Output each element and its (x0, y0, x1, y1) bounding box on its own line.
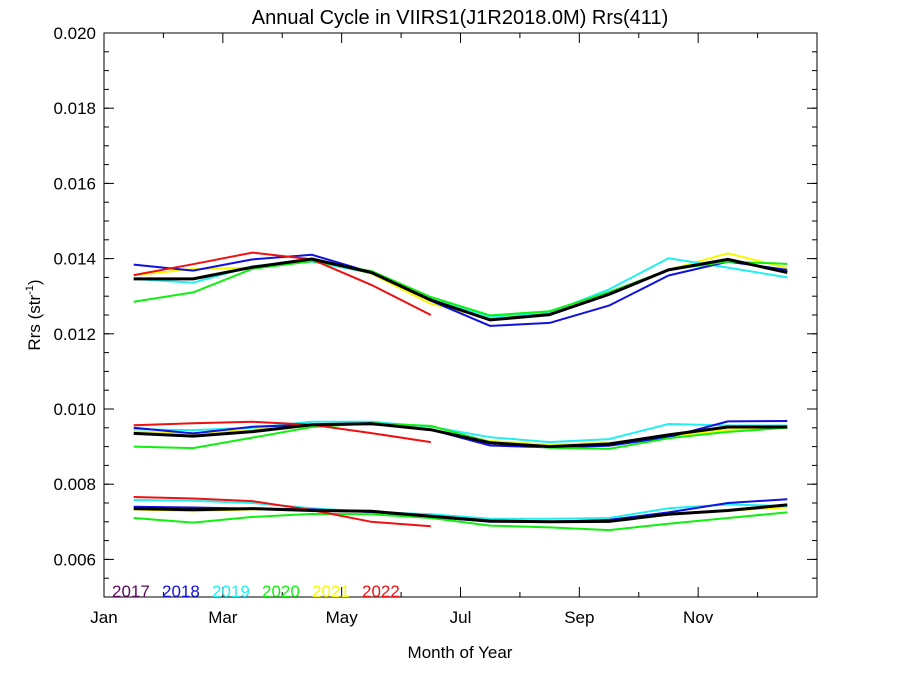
series-line-2022 (133, 496, 431, 528)
y-axis-label-superscript: -1 (24, 285, 36, 295)
legend-item-2021: 2021 (312, 582, 350, 601)
series-line-2020 (133, 511, 788, 532)
series-line-2019 (133, 499, 788, 520)
series-line-black (133, 422, 788, 449)
legend-item-2020: 2020 (262, 582, 300, 601)
series-line-black (133, 503, 788, 524)
series-line-2022 (133, 420, 431, 444)
y-tick-label: 0.016 (53, 174, 96, 193)
y-axis-label: Rrs (str-1) (24, 279, 44, 350)
y-axis-label-close: ) (25, 279, 44, 285)
legend-item-2022: 2022 (362, 582, 400, 601)
x-axis-label: Month of Year (408, 643, 513, 662)
series-line-2020 (133, 422, 788, 450)
x-axis: Jan Mar May Jul Sep Nov (90, 33, 759, 627)
y-tick-label: 0.006 (53, 550, 96, 569)
x-tick-label: Sep (564, 608, 594, 627)
y-tick-label: 0.008 (53, 475, 96, 494)
series-line-2022 (133, 251, 432, 316)
y-tick-label: 0.014 (53, 250, 96, 269)
x-tick-label: Nov (683, 608, 714, 627)
y-tick-label: 0.018 (53, 99, 96, 118)
legend: 2017 2018 2019 2020 2021 2022 (112, 582, 400, 601)
x-tick-label: Jul (450, 608, 472, 627)
x-tick-label: Jan (90, 608, 117, 627)
plot-area (133, 251, 788, 532)
y-axis-label-text: Rrs (str (25, 295, 44, 351)
legend-item-2017: 2017 (112, 582, 150, 601)
x-tick-label: Mar (208, 608, 238, 627)
y-tick-label: 0.020 (53, 24, 96, 43)
legend-item-2019: 2019 (212, 582, 250, 601)
series-line-2018 (133, 253, 788, 327)
y-tick-label: 0.012 (53, 325, 96, 344)
y-axis: 0.006 0.008 0.010 0.012 0.014 0.016 0.018 0.020 (53, 24, 817, 598)
y-tick-label: 0.010 (53, 400, 96, 419)
legend-item-2018: 2018 (162, 582, 200, 601)
x-tick-label: May (326, 608, 359, 627)
chart-title: Annual Cycle in VIIRS1(J1R2018.0M) Rrs(4… (252, 7, 668, 29)
series-line-black (133, 257, 788, 322)
